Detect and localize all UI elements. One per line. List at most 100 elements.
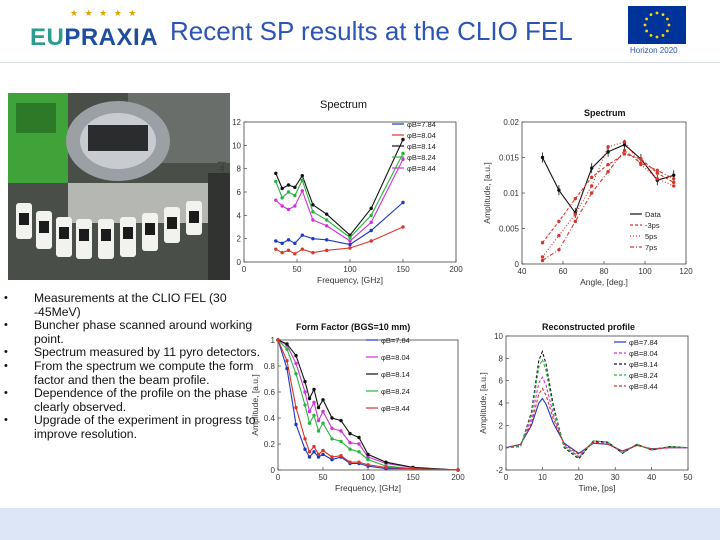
data-point bbox=[303, 447, 307, 451]
data-point bbox=[303, 379, 307, 384]
form-factor-chart-svg: Form Factor (BGS=10 mm)0 50 100 150 20000.20… bbox=[250, 322, 465, 493]
data-point bbox=[366, 452, 370, 457]
data-point bbox=[286, 207, 291, 212]
bullet-item: Buncher phase scanned around working poi… bbox=[4, 318, 270, 346]
logo-praxia-text: PRAXIA bbox=[64, 24, 159, 51]
x-tick-label: 150 bbox=[396, 265, 410, 274]
legend-label: φB=8.14 bbox=[407, 142, 436, 151]
y-tick-label: 0 bbox=[237, 258, 242, 267]
series-line-b814 bbox=[275, 139, 404, 237]
data-point bbox=[307, 396, 312, 401]
series-line-b844 bbox=[275, 159, 404, 242]
data-point bbox=[672, 180, 676, 185]
x-tick-label: 50 bbox=[684, 473, 693, 482]
data-point bbox=[286, 190, 291, 194]
data-point bbox=[672, 177, 676, 181]
data-point bbox=[590, 175, 594, 180]
x-tick-label: 120 bbox=[679, 267, 693, 276]
data-point bbox=[557, 219, 561, 224]
data-point bbox=[286, 248, 291, 253]
data-point bbox=[303, 437, 307, 441]
legend-label: 5ps bbox=[645, 232, 657, 241]
legend-label: φB=8.04 bbox=[629, 349, 658, 358]
legend-label: 7ps bbox=[645, 243, 657, 252]
data-point bbox=[300, 233, 304, 237]
data-point bbox=[540, 255, 545, 259]
data-point bbox=[311, 250, 315, 255]
x-tick-label: 0 bbox=[276, 473, 281, 482]
data-point bbox=[348, 235, 352, 240]
x-tick-label: 100 bbox=[343, 265, 357, 274]
data-point bbox=[330, 455, 334, 459]
chart-title: Form Factor (BGS=10 mm) bbox=[296, 322, 410, 332]
data-point bbox=[312, 400, 316, 405]
data-point bbox=[324, 224, 329, 228]
data-point bbox=[369, 228, 373, 233]
data-point bbox=[348, 441, 352, 445]
y-axis-label: Amplitude, [a.u.] bbox=[478, 372, 488, 433]
x-axis-label: Frequency, [GHz] bbox=[335, 483, 401, 493]
data-point bbox=[590, 184, 594, 188]
legend-label: φB=8.24 bbox=[629, 371, 658, 380]
y-tick-label: -2 bbox=[496, 466, 504, 475]
series-line-b814 bbox=[277, 339, 459, 471]
data-point bbox=[294, 361, 298, 366]
data-point bbox=[639, 161, 643, 165]
data-point bbox=[411, 467, 415, 471]
series-line-b844 bbox=[505, 387, 688, 456]
data-point bbox=[274, 171, 278, 176]
data-point bbox=[357, 450, 361, 454]
data-point bbox=[348, 431, 352, 436]
data-point bbox=[401, 157, 405, 162]
data-point bbox=[280, 250, 284, 255]
series-line-b804 bbox=[277, 339, 459, 471]
data-point bbox=[286, 183, 291, 187]
data-point bbox=[339, 439, 343, 444]
data-point bbox=[293, 193, 297, 198]
chart-title: Reconstructed profile bbox=[542, 322, 635, 332]
data-point bbox=[303, 390, 307, 394]
x-tick-label: 30 bbox=[611, 473, 620, 482]
data-point bbox=[384, 465, 388, 470]
page-title: Recent SP results at the CLIO FEL bbox=[170, 16, 573, 46]
data-point bbox=[285, 347, 289, 351]
y-tick-label: 8 bbox=[237, 165, 242, 174]
y-tick-label: 4 bbox=[499, 399, 504, 408]
data-point bbox=[401, 137, 405, 142]
y-tick-label: 0.005 bbox=[499, 225, 520, 234]
series-line-b824 bbox=[275, 153, 404, 239]
data-point bbox=[280, 186, 284, 191]
data-point bbox=[540, 241, 545, 245]
data-point bbox=[307, 421, 312, 425]
bullet-item: From the spectrum we compute the form fa… bbox=[4, 359, 270, 387]
y-tick-label: 2 bbox=[237, 235, 242, 244]
data-point bbox=[307, 455, 312, 459]
series-line-b824 bbox=[277, 339, 459, 471]
data-point bbox=[348, 242, 352, 247]
data-point bbox=[330, 437, 334, 441]
data-point bbox=[294, 353, 298, 358]
y-tick-label: 0 bbox=[515, 260, 520, 269]
data-point bbox=[366, 455, 370, 459]
data-point bbox=[401, 151, 405, 156]
data-point bbox=[357, 442, 361, 446]
legend-label: φB=8.44 bbox=[381, 404, 410, 413]
y-tick-label: 0.2 bbox=[264, 440, 276, 449]
y-tick-label: 2 bbox=[499, 421, 504, 430]
data-point bbox=[294, 405, 298, 410]
x-tick-label: 60 bbox=[559, 267, 568, 276]
chart-title: Spectrum bbox=[584, 108, 626, 118]
legend-label: Data bbox=[645, 210, 662, 219]
form-factor-chart: Form Factor (BGS=10 mm) 0 50 100 150 200 0 0.2 0… bbox=[240, 318, 476, 502]
data-point bbox=[339, 454, 343, 458]
data-point bbox=[324, 218, 329, 222]
eupraxia-logo: ★ ★ ★ ★ ★ EUPRAXIA bbox=[30, 8, 159, 52]
data-point bbox=[590, 191, 594, 195]
data-point bbox=[622, 148, 627, 153]
data-point bbox=[311, 236, 315, 241]
data-point bbox=[369, 213, 373, 218]
legend-label: φB=8.14 bbox=[381, 370, 410, 379]
data-point bbox=[294, 422, 298, 427]
eu-flag-icon bbox=[628, 6, 686, 44]
